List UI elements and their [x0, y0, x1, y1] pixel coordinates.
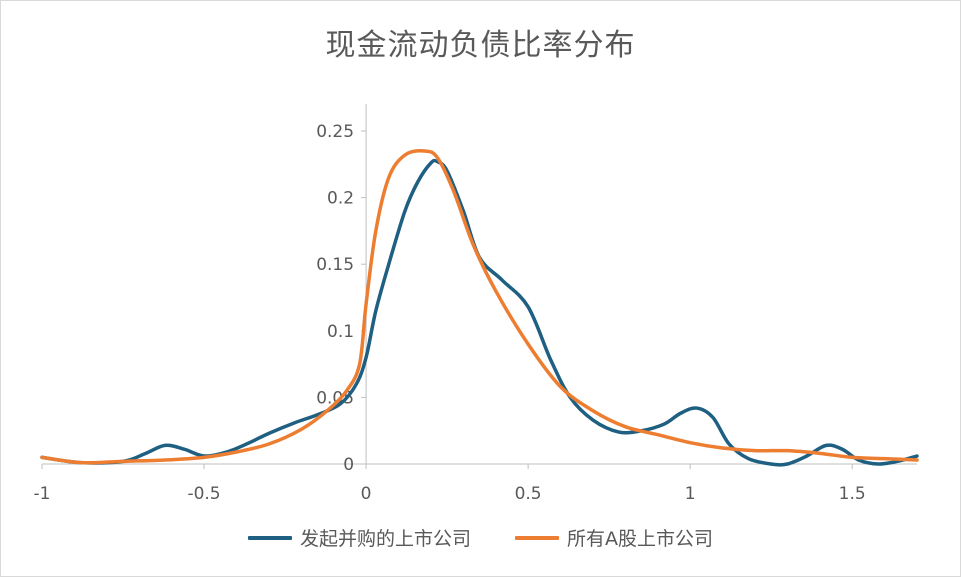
y-tick-label: 0.2 — [327, 189, 354, 209]
x-tick-label: 1 — [685, 484, 696, 504]
legend-label-series-2: 所有A股上市公司 — [567, 528, 713, 550]
x-tick-label: 0 — [361, 484, 372, 504]
y-tick-label: 0.25 — [316, 122, 354, 142]
legend-label-series-1: 发起并购的上市公司 — [299, 528, 471, 550]
legend-item-series-1[interactable]: 发起并购的上市公司 — [247, 524, 471, 551]
legend: 发起并购的上市公司 所有A股上市公司 — [0, 524, 961, 551]
y-tick-label: 0 — [343, 455, 354, 475]
chart-title: 现金流动负债比率分布 — [325, 28, 636, 63]
x-tick-label: 1.5 — [839, 484, 866, 504]
x-tick-label: -0.5 — [187, 484, 220, 504]
y-tick-label: 0.15 — [316, 255, 354, 275]
x-tick-label: 0.5 — [515, 484, 542, 504]
series-line-2 — [40, 149, 919, 465]
legend-swatch-series-1 — [247, 535, 292, 540]
legend-swatch-series-2 — [515, 535, 559, 540]
x-tick-label: -1 — [34, 484, 51, 504]
legend-item-series-2[interactable]: 所有A股上市公司 — [515, 524, 713, 551]
series-line-1 — [40, 158, 919, 467]
y-tick-label: 0.1 — [327, 322, 354, 342]
